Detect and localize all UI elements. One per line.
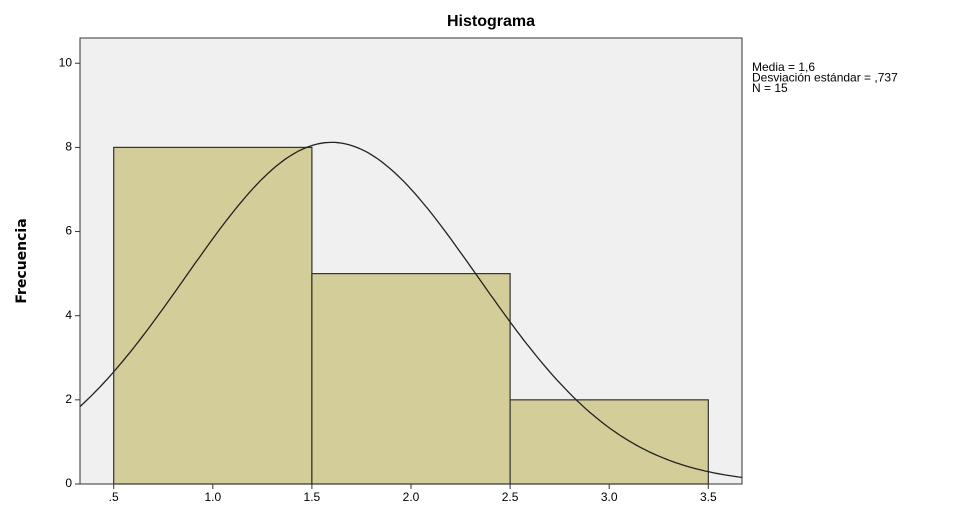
bar xyxy=(509,399,709,485)
y-tick-label: 0 xyxy=(65,476,72,490)
x-tick-label: 3.5 xyxy=(700,490,717,504)
x-tick-label: .5 xyxy=(109,490,119,504)
x-tick-label: 2.0 xyxy=(403,490,420,504)
stat-text: N = 15 xyxy=(752,81,788,95)
bar xyxy=(113,146,313,485)
y-tick-label: 6 xyxy=(65,224,72,238)
y-tick-label: 4 xyxy=(65,308,72,322)
stat-text: Desviación estándar = ,737 xyxy=(752,71,898,85)
x-tick-label: 2.5 xyxy=(502,490,519,504)
x-tick-label: 3.0 xyxy=(601,490,618,504)
y-axis-label: Frecuencia xyxy=(14,218,30,303)
y-tick-label: 8 xyxy=(65,140,72,154)
x-tick-label: 1.0 xyxy=(204,490,221,504)
normal-curve xyxy=(79,141,743,479)
bar xyxy=(311,273,511,485)
chart-title: Histograma xyxy=(447,13,535,30)
y-tick-label: 2 xyxy=(65,392,72,406)
stat-text: Media = 1,6 xyxy=(752,60,815,74)
y-tick-label: 10 xyxy=(59,55,73,69)
x-tick-label: 1.5 xyxy=(304,490,321,504)
